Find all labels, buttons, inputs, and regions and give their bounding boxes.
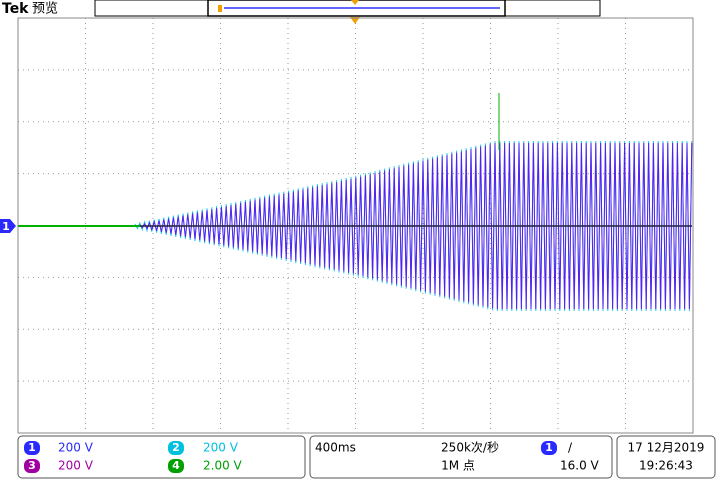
- ground-marker: [0, 219, 16, 233]
- ch2-badge: [168, 441, 184, 455]
- channel-panel: [17, 435, 306, 479]
- ch3-badge: [24, 459, 40, 473]
- ch4-scale: 2.00 V: [203, 459, 243, 473]
- time: 19:26:43: [639, 459, 693, 473]
- trigger-source: 1: [545, 441, 553, 454]
- ch1-badge: [24, 441, 40, 455]
- ch4-number: 4: [172, 459, 180, 472]
- trigger-pos-marker: [218, 5, 222, 12]
- ch2-scale: 200 V: [203, 441, 239, 455]
- brand: Tek: [2, 1, 29, 17]
- record-length: 1M 点: [441, 459, 475, 473]
- center-marker: [351, 0, 359, 5]
- ch3-scale: 200 V: [58, 459, 94, 473]
- timebase: 400ms: [315, 441, 356, 455]
- ch1-scale: 200 V: [58, 441, 94, 455]
- sample-rate: 250k次/秒: [441, 441, 499, 455]
- date: 17 12月2019: [628, 441, 705, 455]
- ground-marker-label: 1: [2, 220, 10, 233]
- datetime-panel: [616, 435, 716, 479]
- graticule: [18, 18, 693, 433]
- waveforms: [18, 93, 693, 312]
- ch3-number: 3: [28, 459, 36, 472]
- trigger-source-badge: [541, 441, 557, 455]
- ch4-badge: [168, 459, 184, 473]
- ch2-number: 2: [172, 441, 180, 454]
- mode: 预览: [32, 1, 58, 17]
- trigger-level: 16.0 V: [560, 459, 600, 473]
- trigger-marker: [350, 17, 360, 24]
- ch1-number: 1: [28, 441, 36, 454]
- trigger-slope: /: [568, 441, 573, 455]
- acquisition-panel: [309, 435, 613, 479]
- ch1-trace: [134, 142, 693, 310]
